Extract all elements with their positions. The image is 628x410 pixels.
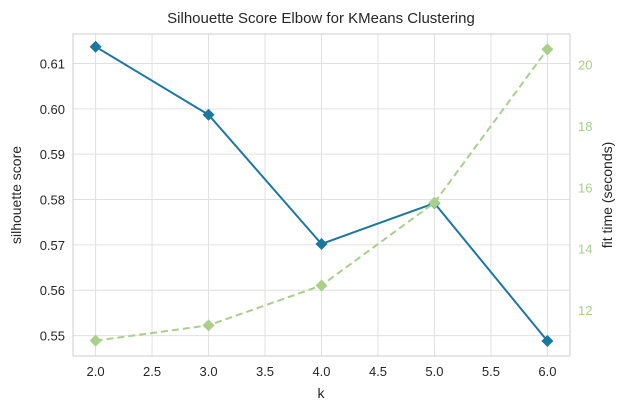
y-tick-label: 0.57 (40, 238, 65, 253)
series-layer (89, 40, 554, 348)
y2-tick-labels: 12 14 16 18 20 (578, 58, 592, 318)
x-tick-label: 3.0 (200, 364, 218, 379)
plot-frame (72, 33, 571, 357)
y2-tick-label: 18 (578, 119, 592, 134)
y-tick-label: 0.61 (40, 56, 65, 71)
x-tick-label: 4.5 (369, 364, 387, 379)
fit-time-point (202, 319, 215, 332)
x-tick-label: 5.0 (425, 364, 443, 379)
y2-tick-label: 20 (578, 58, 592, 73)
y2-tick-label: 16 (578, 180, 592, 195)
y-tick-label: 0.58 (40, 193, 65, 208)
x-tick-label: 6.0 (538, 364, 556, 379)
x-tick-label: 2.0 (87, 364, 105, 379)
y2-tick-label: 12 (578, 303, 592, 318)
fit-time-point (541, 43, 554, 56)
y2-tick-label: 14 (578, 242, 592, 257)
silhouette-score-point (202, 108, 215, 121)
fit-time-point (89, 334, 102, 347)
y-tick-label: 0.59 (40, 147, 65, 162)
y-tick-labels: 0.55 0.56 0.57 0.58 0.59 0.60 0.61 (40, 56, 65, 343)
silhouette-score-point (541, 335, 554, 348)
x-tick-label: 2.5 (143, 364, 161, 379)
x-tick-label: 4.0 (312, 364, 330, 379)
y2-axis-title: fit time (seconds) (599, 142, 615, 249)
x-axis-title: k (318, 385, 326, 401)
y-tick-label: 0.56 (40, 283, 65, 298)
fit-time-point (315, 279, 328, 292)
fit-time-point (428, 196, 441, 209)
x-tick-labels: 2.0 2.5 3.0 3.5 4.0 4.5 5.0 5.5 6.0 (87, 364, 557, 379)
grid (73, 34, 570, 356)
y-tick-label: 0.60 (40, 102, 65, 117)
y-tick-label: 0.55 (40, 329, 65, 344)
y-axis-title: silhouette score (8, 146, 24, 244)
chart-title: Silhouette Score Elbow for KMeans Cluste… (167, 10, 475, 27)
silhouette-score-point (89, 40, 102, 53)
silhouette-score-point (315, 237, 328, 250)
x-tick-label: 5.5 (482, 364, 500, 379)
x-tick-label: 3.5 (256, 364, 274, 379)
